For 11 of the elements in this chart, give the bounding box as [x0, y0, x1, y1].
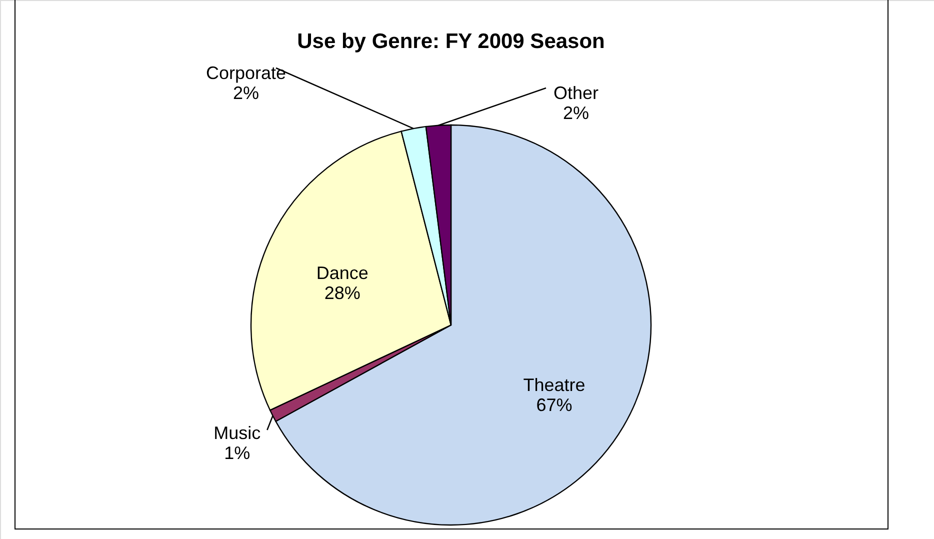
- slice-label: Dance: [316, 262, 368, 283]
- data-label: 1%: [224, 442, 250, 463]
- slice-label: Other: [553, 83, 599, 103]
- data-label: 28%: [324, 282, 360, 303]
- data-label: 2%: [232, 83, 260, 103]
- slice-label: Theatre: [523, 375, 586, 396]
- slice-label: Music: [214, 422, 261, 443]
- slice-label: Corporate: [206, 63, 286, 83]
- chart-title: Use by Genre: FY 2009 Season: [297, 30, 605, 53]
- data-label: 2%: [562, 103, 590, 123]
- data-label: 67%: [536, 395, 572, 416]
